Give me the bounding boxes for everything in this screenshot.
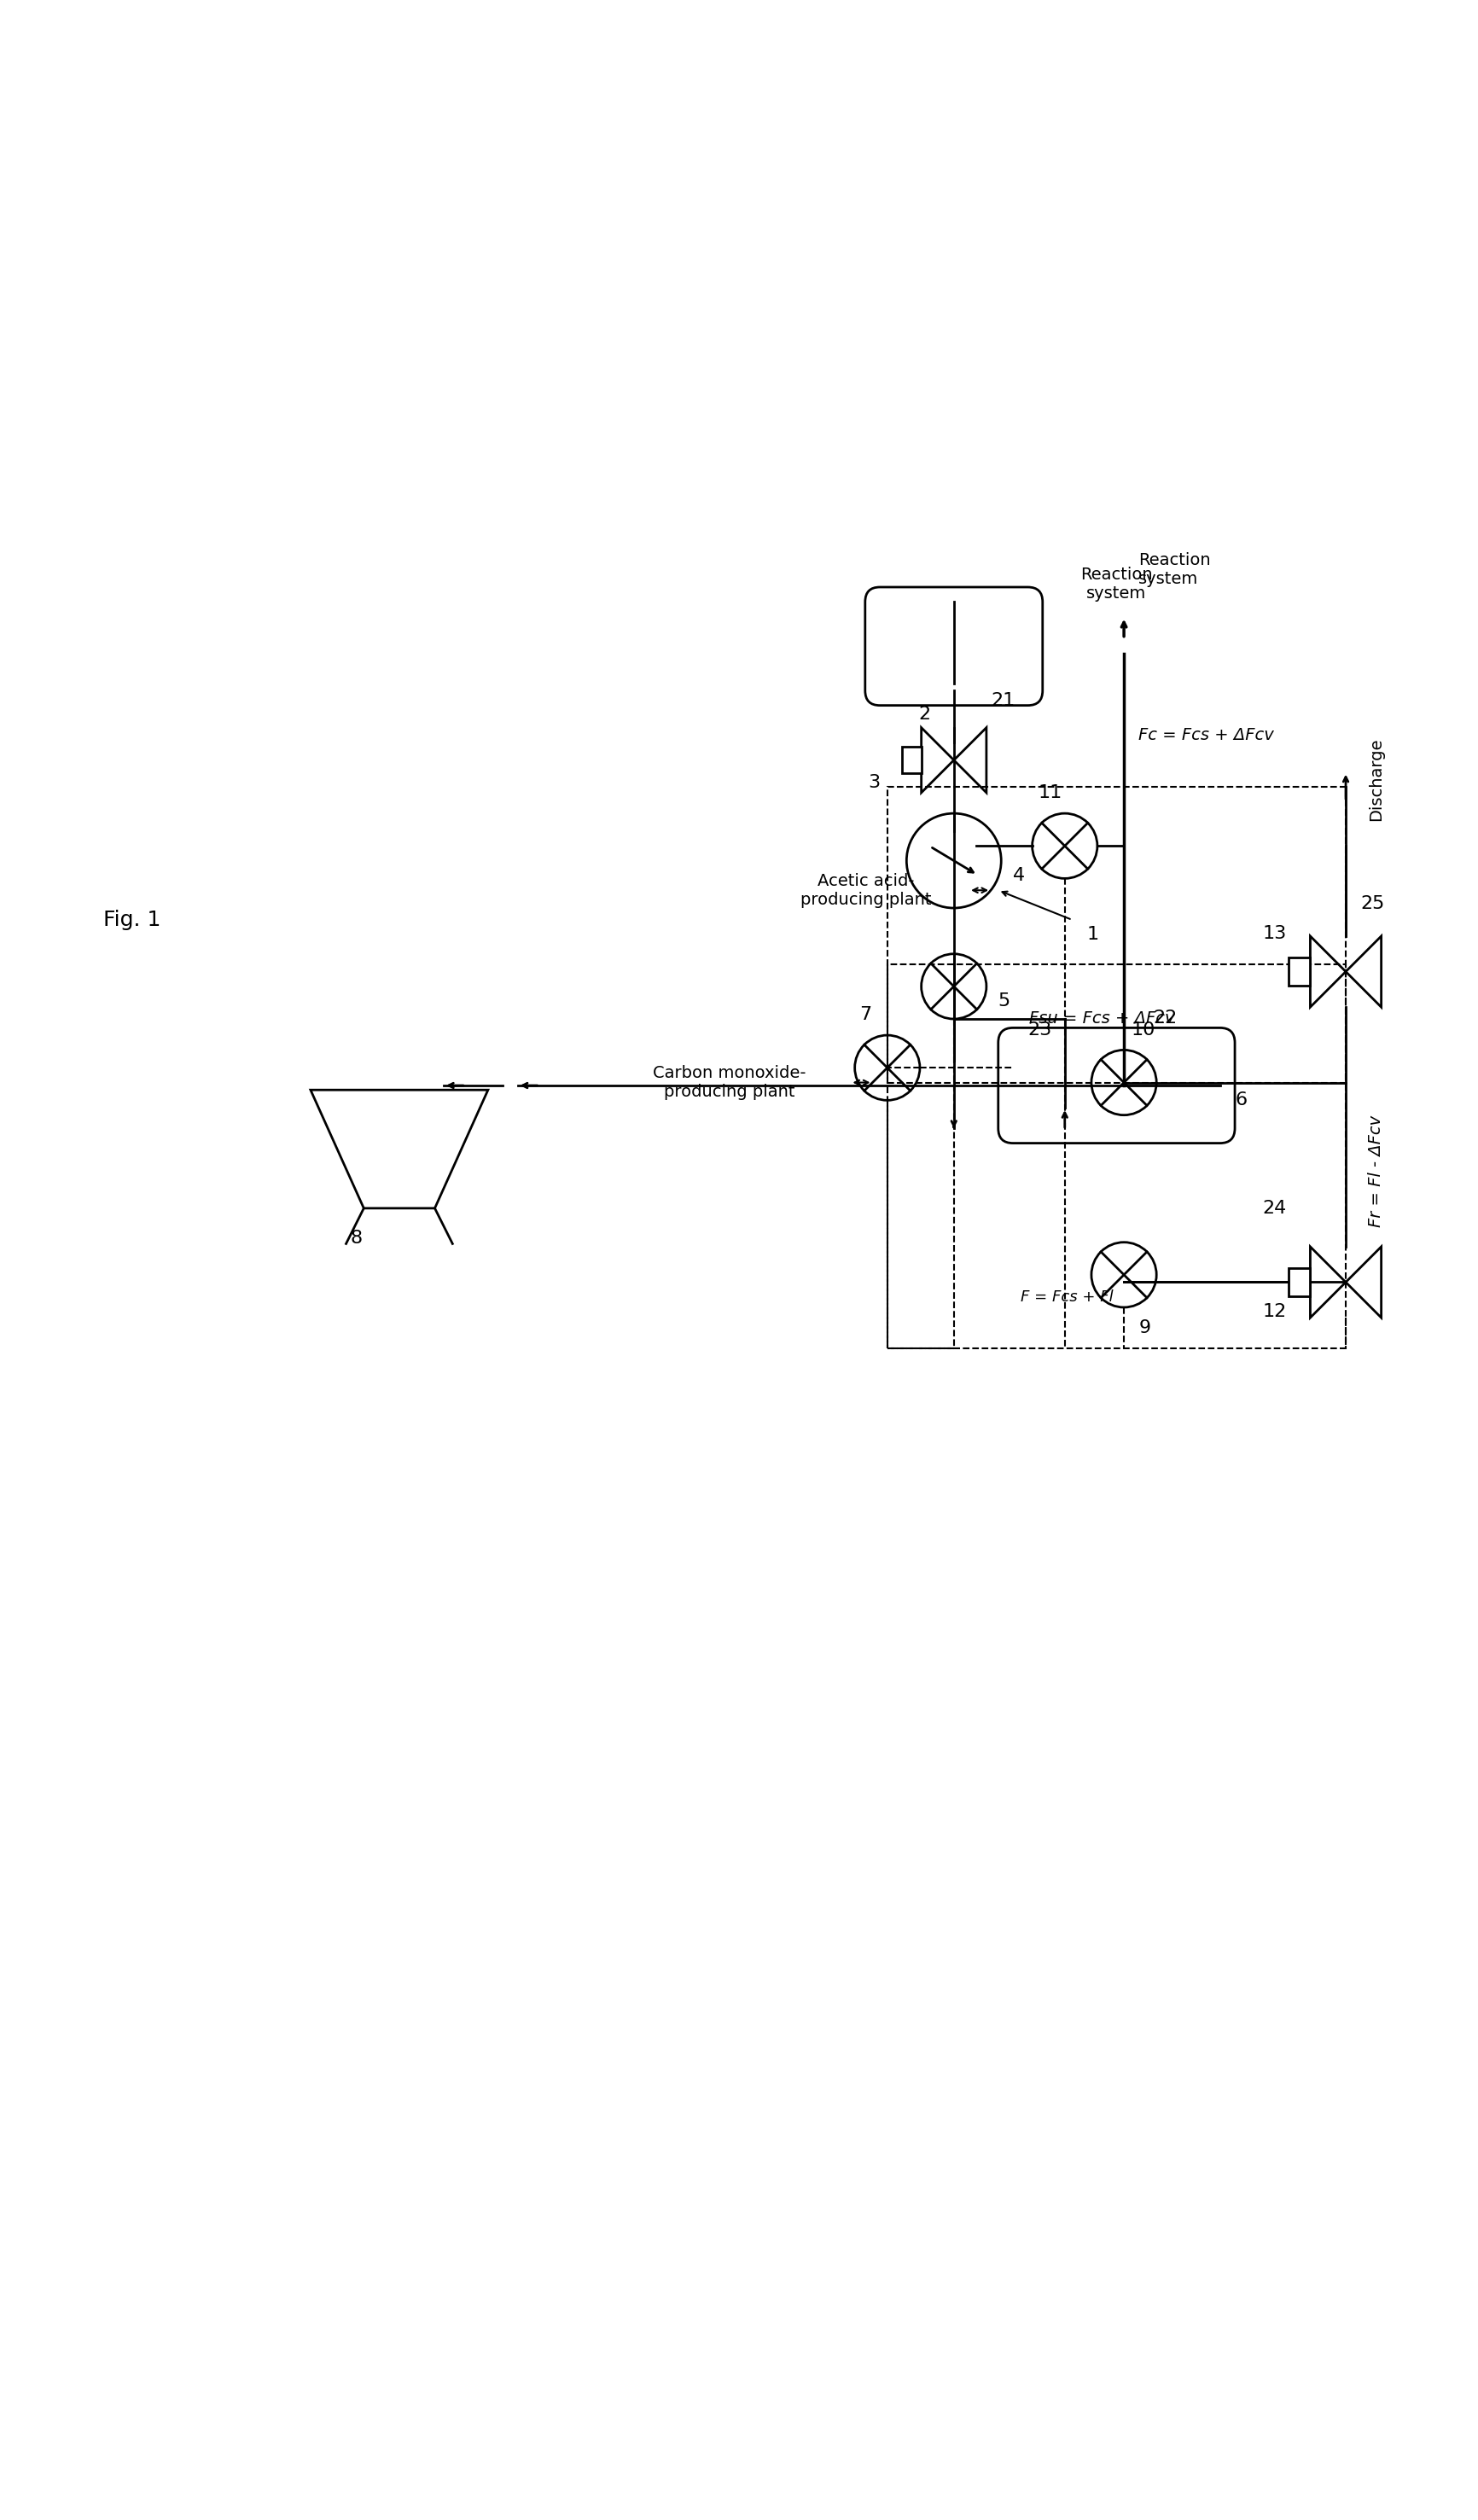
Text: 8: 8: [350, 1230, 362, 1247]
Bar: [1289, 958, 1310, 985]
Text: 3: 3: [868, 774, 879, 791]
Text: Fr = Fl - ΔFcv: Fr = Fl - ΔFcv: [1367, 1116, 1383, 1227]
Text: 10: 10: [1131, 1021, 1154, 1038]
Text: Fsu = Fcs + ΔFcv: Fsu = Fcs + ΔFcv: [1029, 1011, 1174, 1026]
Text: Acetic acid-
producing plant: Acetic acid- producing plant: [800, 872, 931, 907]
Bar: [902, 746, 921, 774]
Text: 5: 5: [998, 993, 1009, 1011]
Text: 25: 25: [1360, 895, 1383, 912]
Text: 4: 4: [1012, 867, 1024, 885]
Text: 22: 22: [1153, 1011, 1176, 1026]
Text: 2: 2: [918, 706, 930, 723]
Text: 13: 13: [1262, 925, 1286, 942]
Text: Reaction
system: Reaction system: [1080, 567, 1151, 602]
Text: 7: 7: [859, 1005, 871, 1023]
Text: 11: 11: [1038, 784, 1061, 801]
Text: Carbon monoxide-
producing plant: Carbon monoxide- producing plant: [652, 1066, 806, 1101]
Text: Discharge: Discharge: [1367, 738, 1383, 822]
Text: 23: 23: [1027, 1021, 1051, 1038]
Text: 21: 21: [990, 693, 1014, 711]
Text: Reaction
system: Reaction system: [1138, 552, 1210, 587]
Text: 24: 24: [1262, 1200, 1286, 1217]
Text: F = Fcs + Fl: F = Fcs + Fl: [1020, 1290, 1113, 1305]
Text: 1: 1: [1086, 927, 1098, 942]
Bar: [887, 786, 1345, 1084]
Text: 6: 6: [1234, 1091, 1246, 1109]
Bar: [1289, 1268, 1310, 1295]
Text: 12: 12: [1262, 1303, 1286, 1320]
Text: Fig. 1: Fig. 1: [103, 910, 161, 930]
Text: 9: 9: [1138, 1318, 1150, 1336]
Text: Fc = Fcs + ΔFcv: Fc = Fcs + ΔFcv: [1138, 726, 1274, 743]
Bar: [887, 965, 1345, 1348]
